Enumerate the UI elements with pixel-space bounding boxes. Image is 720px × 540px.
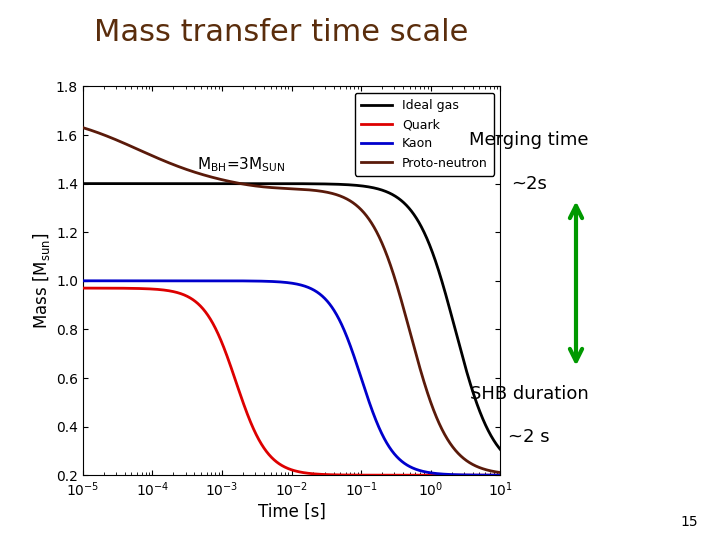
X-axis label: Time [s]: Time [s] [258,503,325,521]
Text: ~2 s: ~2 s [508,428,550,447]
Text: Merging time: Merging time [469,131,589,150]
Y-axis label: Mass [M$_\mathregular{sun}$]: Mass [M$_\mathregular{sun}$] [31,233,52,329]
Legend: Ideal gas, Quark, Kaon, Proto-neutron: Ideal gas, Quark, Kaon, Proto-neutron [355,93,494,176]
Text: SHB duration: SHB duration [470,385,588,403]
Text: ~2s: ~2s [511,174,547,193]
Text: 15: 15 [681,515,698,529]
Text: Mass transfer time scale: Mass transfer time scale [94,18,468,47]
Text: M$_\mathregular{BH}$=3M$_\mathregular{SUN}$: M$_\mathregular{BH}$=3M$_\mathregular{SU… [197,155,286,173]
